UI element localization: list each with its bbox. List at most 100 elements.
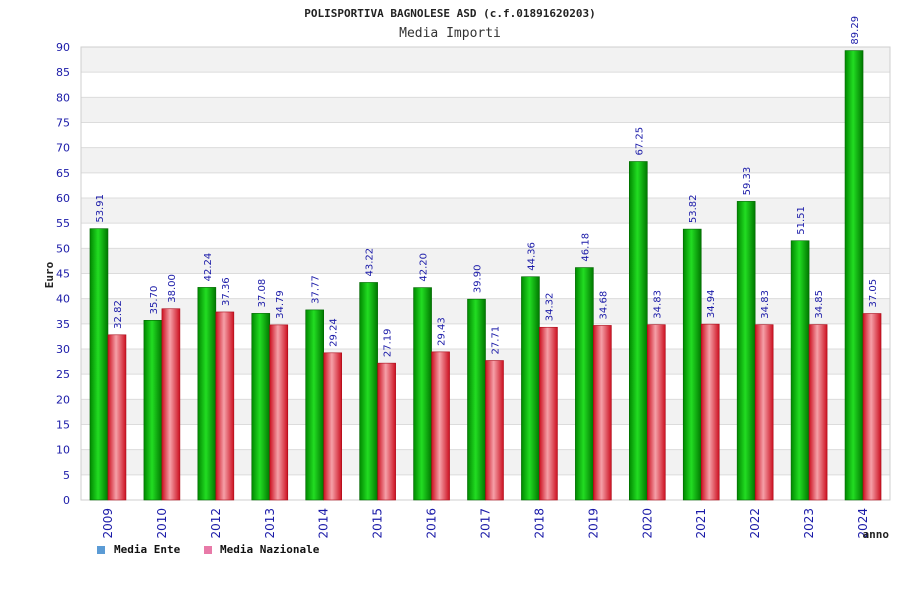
bar-media-nazionale-2016 <box>431 351 450 501</box>
data-label-media-ente-2014: 37.77 <box>311 275 322 304</box>
legend: Media Ente Media Nazionale <box>97 543 320 556</box>
data-label-media-ente-2012: 42.24 <box>203 253 214 282</box>
data-label-media-ente-2022: 59.33 <box>742 167 753 196</box>
y-tick-label: 30 <box>56 343 70 356</box>
data-label-media-nazionale-2018: 34.32 <box>544 293 555 322</box>
data-label-media-ente-2020: 67.25 <box>634 127 645 156</box>
bar-media-nazionale-2020 <box>646 324 666 501</box>
data-label-media-nazionale-2023: 34.85 <box>814 290 825 319</box>
data-label-media-ente-2023: 51.51 <box>796 206 807 235</box>
data-label-media-ente-2024: 89.29 <box>850 16 861 45</box>
y-tick-label: 35 <box>56 318 70 331</box>
data-label-media-ente-2019: 46.18 <box>580 233 591 262</box>
x-tick-label-2009: 2009 <box>101 508 115 539</box>
data-labels: 53.91 32.82 35.70 38.00 42.24 37.36 37.08 34.79… <box>95 16 879 357</box>
data-label-media-nazionale-2013: 34.79 <box>275 290 286 319</box>
y-tick-label: 55 <box>56 217 70 230</box>
legend-swatch-media-nazionale <box>204 546 212 554</box>
grid-band <box>81 198 890 224</box>
bar-media-nazionale-2021 <box>700 323 720 501</box>
y-tick-label: 75 <box>56 117 70 130</box>
x-axis-ticks: 2009 2010 2012 2013 2014 2015 2016 2017 2018 2019… <box>101 508 870 539</box>
legend-swatch-media-ente <box>97 546 105 554</box>
bar-media-ente-2021 <box>682 228 702 501</box>
bar-media-ente-2017 <box>467 298 486 501</box>
y-tick-label: 85 <box>56 66 70 79</box>
bar-media-ente-2016 <box>413 287 432 501</box>
legend-label-media-nazionale: Media Nazionale <box>220 543 320 556</box>
x-tick-label-2017: 2017 <box>479 508 493 539</box>
bar-media-nazionale-2019 <box>593 325 612 501</box>
bars <box>89 50 882 501</box>
data-label-media-nazionale-2019: 34.68 <box>598 291 609 320</box>
bar-media-nazionale-2014 <box>323 352 343 501</box>
y-tick-label: 5 <box>63 469 70 482</box>
bar-media-ente-2023 <box>790 240 810 501</box>
bar-media-nazionale-2022 <box>754 324 774 501</box>
y-axis-ticks: 0 5 10 15 20 25 30 35 40 45 50 55 60 65 70 75 80 85 90 <box>56 41 70 507</box>
y-tick-label: 70 <box>56 142 70 155</box>
bar-media-ente-2019 <box>575 267 594 501</box>
data-label-media-nazionale-2021: 34.94 <box>706 289 717 318</box>
data-label-media-nazionale-2016: 29.43 <box>437 317 448 346</box>
x-axis-label: anno <box>863 528 890 541</box>
chart-title: POLISPORTIVA BAGNOLESE ASD (c.f.01891620… <box>304 7 595 20</box>
bar-media-nazionale-2010 <box>161 308 181 501</box>
data-label-media-nazionale-2014: 29.24 <box>329 318 340 347</box>
y-tick-label: 25 <box>56 368 70 381</box>
x-tick-label-2010: 2010 <box>155 508 169 539</box>
data-label-media-ente-2013: 37.08 <box>257 279 268 308</box>
bar-media-nazionale-2018 <box>539 326 558 501</box>
bar-media-nazionale-2024 <box>862 313 882 501</box>
y-axis-label: Euro <box>43 261 56 288</box>
chart-subtitle: Media Importi <box>399 26 501 41</box>
data-label-media-nazionale-2010: 38.00 <box>167 274 178 303</box>
y-tick-label: 40 <box>56 293 70 306</box>
y-tick-label: 0 <box>63 494 70 507</box>
data-label-media-ente-2015: 43.22 <box>365 248 376 277</box>
y-tick-label: 45 <box>56 268 70 281</box>
y-tick-label: 10 <box>56 444 70 457</box>
grid-band <box>81 47 890 73</box>
legend-label-media-ente: Media Ente <box>114 543 181 556</box>
y-tick-label: 20 <box>56 393 70 406</box>
bar-media-ente-2024 <box>844 50 864 501</box>
x-tick-label-2013: 2013 <box>263 508 277 539</box>
bar-media-ente-2014 <box>305 309 325 501</box>
bar-media-nazionale-2009 <box>107 334 127 501</box>
grid-band <box>81 97 890 123</box>
grid-band <box>81 147 890 173</box>
y-tick-label: 15 <box>56 419 70 432</box>
x-tick-label-2012: 2012 <box>209 508 223 539</box>
x-tick-label-2022: 2022 <box>748 508 762 539</box>
bar-media-ente-2015 <box>359 282 378 501</box>
data-label-media-ente-2009: 53.91 <box>95 194 106 223</box>
x-tick-label-2018: 2018 <box>532 508 546 539</box>
data-label-media-nazionale-2022: 34.83 <box>760 290 771 319</box>
x-tick-label-2019: 2019 <box>586 508 600 539</box>
y-tick-label: 65 <box>56 167 70 180</box>
bar-media-nazionale-2017 <box>485 360 504 501</box>
data-label-media-ente-2017: 39.90 <box>473 265 484 294</box>
data-label-media-nazionale-2012: 37.36 <box>221 277 232 306</box>
y-tick-label: 90 <box>56 41 70 54</box>
x-tick-label-2021: 2021 <box>694 508 708 539</box>
bar-media-nazionale-2013 <box>269 324 289 501</box>
data-label-media-nazionale-2020: 34.83 <box>652 290 663 319</box>
x-tick-label-2014: 2014 <box>317 508 331 539</box>
data-label-media-ente-2016: 42.20 <box>419 253 430 282</box>
bar-media-nazionale-2015 <box>377 362 396 501</box>
x-tick-label-2024: 2024 <box>856 508 870 539</box>
x-tick-label-2016: 2016 <box>425 508 439 539</box>
data-label-media-nazionale-2015: 27.19 <box>383 329 394 358</box>
data-label-media-ente-2021: 53.82 <box>688 194 699 223</box>
data-label-media-nazionale-2009: 32.82 <box>113 300 124 329</box>
x-tick-label-2020: 2020 <box>640 508 654 539</box>
x-tick-label-2015: 2015 <box>371 508 385 539</box>
bar-media-ente-2010 <box>143 320 163 501</box>
x-tick-label-2023: 2023 <box>802 508 816 539</box>
bar-media-ente-2020 <box>628 161 648 501</box>
data-label-media-ente-2010: 35.70 <box>149 286 160 315</box>
bar-media-ente-2009 <box>89 228 109 501</box>
